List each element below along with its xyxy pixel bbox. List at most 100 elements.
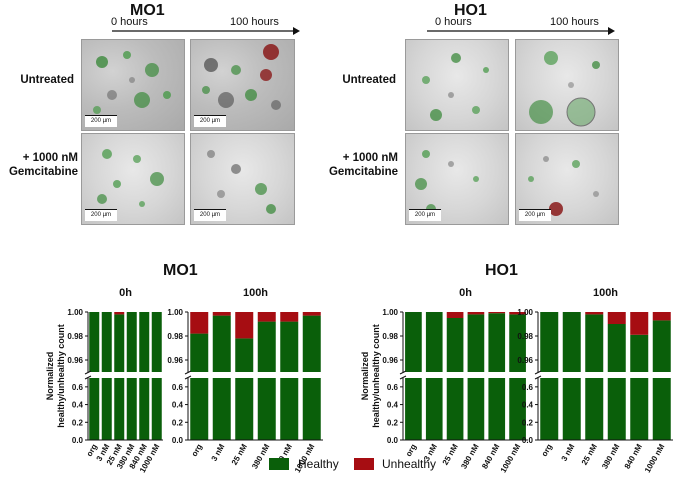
bar-healthy-lower	[235, 378, 254, 440]
bar-unhealthy	[280, 312, 299, 322]
mo1-time-arrow	[112, 27, 300, 35]
bar-healthy	[126, 312, 137, 372]
micrograph-ho1-untreated-0h	[405, 39, 509, 131]
bar-healthy-lower	[425, 378, 443, 440]
y-tick-label: 1.00	[67, 308, 83, 317]
x-tick-label: 380 nM	[600, 442, 622, 470]
y-tick-label: 0.0	[387, 436, 399, 445]
bar-healthy	[114, 314, 125, 372]
x-tick-label: 380 nM	[459, 442, 481, 470]
axis-break-mark	[84, 375, 92, 380]
ho1-row-label-treated: + 1000 nM Gemcitabine	[318, 151, 398, 179]
mo1-row-label-untreated: Untreated	[20, 74, 74, 86]
bar-healthy-lower	[467, 378, 485, 440]
scale-bar: 200 µm	[85, 115, 117, 127]
y-tick-label: 0.98	[382, 332, 398, 341]
y-tick-label: 0.98	[167, 332, 183, 341]
bar-healthy	[89, 312, 100, 372]
bar-healthy-lower	[126, 378, 137, 440]
bar-healthy-lower	[652, 378, 671, 440]
bar-healthy-lower	[280, 378, 299, 440]
bar-healthy-lower	[446, 378, 464, 440]
micrograph-mo1-treated-100h: 200 µm	[190, 133, 295, 225]
bar-healthy	[425, 312, 443, 372]
y-tick-label: 0.6	[72, 383, 84, 392]
y-tick-label: 1.00	[517, 308, 533, 317]
bar-healthy-lower	[302, 378, 321, 440]
mo1-row-label-treated-line2: Gemcitabine	[8, 166, 78, 178]
bar-unhealthy	[488, 312, 506, 314]
legend-swatch-unhealthy	[354, 458, 374, 470]
bar-unhealthy	[235, 312, 254, 339]
bar-unhealthy	[212, 312, 231, 316]
bar-unhealthy	[652, 312, 671, 321]
bar-healthy	[139, 312, 150, 372]
axis-break-mark	[84, 370, 92, 375]
axis-break-mark	[534, 370, 542, 375]
micrograph-mo1-untreated-0h: 200 µm	[81, 39, 185, 131]
ho1-row-label-untreated: Untreated	[342, 74, 396, 86]
mo1-row-label-treated: + 1000 nM Gemcitabine	[0, 151, 78, 179]
y-tick-label: 0.2	[172, 418, 184, 427]
y-tick-label: 0.2	[72, 418, 84, 427]
y-tick-label: 1.00	[167, 308, 183, 317]
bar-healthy	[257, 321, 276, 372]
mo1-time-end: 100 hours	[230, 16, 279, 28]
chart-title: 100h	[243, 287, 268, 299]
bar-unhealthy	[190, 312, 209, 334]
bar-unhealthy	[257, 312, 276, 322]
bar-healthy-lower	[488, 378, 506, 440]
y-tick-label: 0.2	[387, 418, 399, 427]
y-tick-label: 0.98	[67, 332, 83, 341]
chart-group-title-ho1: HO1	[485, 262, 518, 279]
y-tick-label: 0.96	[382, 356, 398, 365]
x-tick-label: org	[404, 442, 418, 458]
bar-healthy-lower	[509, 378, 526, 440]
scale-bar: 200 µm	[194, 115, 226, 127]
bar-healthy	[562, 312, 581, 372]
y-tick-label: 0.6	[522, 383, 534, 392]
mo1-time-start: 0 hours	[111, 16, 148, 28]
legend-label-healthy: Healthy	[298, 457, 339, 471]
axis-break-mark	[184, 370, 192, 375]
bar-healthy	[585, 314, 604, 372]
bar-unhealthy	[446, 312, 464, 318]
scale-bar: 200 µm	[409, 209, 441, 221]
x-tick-label: 25 nM	[230, 442, 249, 466]
bar-healthy-lower	[630, 378, 649, 440]
bar-healthy-lower	[540, 378, 559, 440]
y-tick-label: 0.4	[387, 401, 399, 410]
micrograph-ho1-treated-0h: 200 µm	[405, 133, 509, 225]
ho1-micro-title: HO1	[454, 2, 487, 19]
ho1-time-end: 100 hours	[550, 16, 599, 28]
chart-title: 0h	[119, 287, 132, 299]
legend-label-unhealthy: Unhealthy	[382, 457, 437, 471]
y-tick-label: 1.00	[382, 308, 398, 317]
bar-healthy-lower	[114, 378, 125, 440]
y-tick-label: 0.4	[522, 401, 534, 410]
y-axis-label: Normalizedhealthy/unhealthy count	[360, 324, 381, 428]
bar-healthy	[302, 315, 321, 372]
bar-healthy-lower	[257, 378, 276, 440]
bar-healthy	[446, 318, 464, 372]
bar-healthy-lower	[212, 378, 231, 440]
bar-unhealthy	[630, 312, 649, 335]
bar-unhealthy	[467, 312, 485, 315]
x-tick-label: 3 nM	[210, 442, 227, 463]
micrograph-ho1-treated-100h: 200 µm	[515, 133, 619, 225]
chart-title: 0h	[459, 287, 472, 299]
micrograph-ho1-untreated-100h	[515, 39, 619, 131]
micrograph-mo1-treated-0h: 200 µm	[81, 133, 185, 225]
bar-healthy	[151, 312, 162, 372]
axis-break-mark	[534, 375, 542, 380]
bar-healthy	[280, 321, 299, 372]
bar-healthy	[652, 320, 671, 372]
bar-healthy	[405, 312, 422, 372]
bar-unhealthy	[302, 312, 321, 316]
bar-healthy	[190, 333, 209, 372]
y-axis-label: Normalizedhealthy/unhealthy count	[45, 324, 66, 428]
mo1-micro-title: MO1	[130, 2, 165, 19]
bar-healthy-lower	[562, 378, 581, 440]
